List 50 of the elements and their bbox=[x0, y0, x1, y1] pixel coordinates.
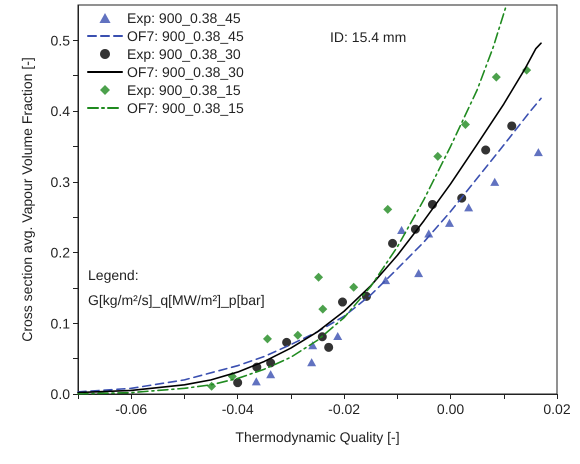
point bbox=[333, 332, 342, 340]
point bbox=[307, 358, 316, 366]
point bbox=[324, 342, 334, 352]
point bbox=[397, 226, 406, 234]
y-tick-label: 0.2 bbox=[50, 244, 70, 261]
point bbox=[481, 145, 490, 154]
point bbox=[388, 238, 398, 248]
legend-label: Exp: 900_0.38_30 bbox=[127, 46, 241, 62]
point bbox=[464, 203, 474, 212]
y-tick-label: 0.3 bbox=[50, 174, 70, 190]
point bbox=[233, 378, 242, 388]
point bbox=[507, 121, 516, 130]
y-axis-title: Cross section avg. Vapour Volume Fraction [-] bbox=[19, 57, 35, 342]
legend-label: Exp: 900_0.38_45 bbox=[127, 10, 241, 26]
point bbox=[433, 152, 442, 161]
point bbox=[318, 304, 328, 314]
line-series bbox=[77, 98, 542, 393]
x-tick-label: 0.02 bbox=[543, 401, 571, 417]
legend-label: OF7: 900_0.38_30 bbox=[127, 64, 244, 80]
y-tick-label: 0.1 bbox=[50, 315, 70, 332]
annotation: G[kg/m²/s]_q[MW/m²]_p[bar] bbox=[88, 292, 265, 308]
point bbox=[349, 282, 358, 292]
x-axis-title: Thermodynamic Quality [-] bbox=[235, 429, 400, 445]
x-tick-label: -0.06 bbox=[115, 401, 148, 417]
legend-label: Exp: 900_0.38_15 bbox=[127, 82, 241, 98]
x-tick-label: -0.04 bbox=[222, 401, 254, 417]
point bbox=[490, 178, 500, 186]
point bbox=[338, 298, 348, 307]
legend-label: OF7: 900_0.38_45 bbox=[127, 28, 244, 44]
point bbox=[444, 218, 454, 227]
point bbox=[492, 72, 501, 82]
line-series bbox=[77, 42, 542, 394]
x-tick-label: -0.02 bbox=[328, 401, 360, 417]
legend-label: OF7: 900_0.38_15 bbox=[127, 100, 244, 116]
annotation: ID: 15.4 mm bbox=[330, 29, 406, 45]
point bbox=[534, 148, 543, 156]
y-tick-label: 0.5 bbox=[50, 32, 70, 48]
point bbox=[460, 120, 470, 130]
point bbox=[383, 204, 392, 214]
point bbox=[262, 334, 272, 344]
point bbox=[252, 377, 261, 386]
y-tick-label: 0.0 bbox=[50, 386, 70, 402]
x-tick-label: 0.00 bbox=[436, 401, 464, 417]
y-tick-label: 0.4 bbox=[50, 103, 70, 120]
point bbox=[266, 370, 276, 378]
point bbox=[293, 330, 302, 340]
point bbox=[314, 272, 324, 282]
annotation: Legend: bbox=[88, 267, 139, 283]
point bbox=[414, 269, 424, 278]
point bbox=[282, 338, 292, 347]
